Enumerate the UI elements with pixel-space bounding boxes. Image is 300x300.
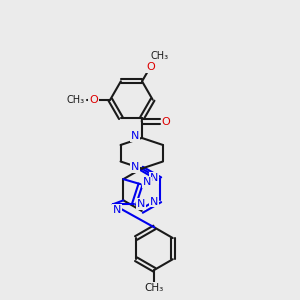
Text: CH₃: CH₃ xyxy=(66,94,85,105)
Text: N: N xyxy=(149,173,158,183)
Text: CH₃: CH₃ xyxy=(145,283,164,292)
Text: N: N xyxy=(137,199,146,209)
Text: N: N xyxy=(113,205,122,215)
Text: N: N xyxy=(143,177,151,188)
Text: N: N xyxy=(149,196,158,206)
Text: O: O xyxy=(89,94,98,105)
Text: CH₃: CH₃ xyxy=(150,51,169,61)
Text: O: O xyxy=(146,62,155,72)
Text: N: N xyxy=(131,162,140,172)
Text: O: O xyxy=(161,117,170,127)
Text: N: N xyxy=(131,131,140,142)
